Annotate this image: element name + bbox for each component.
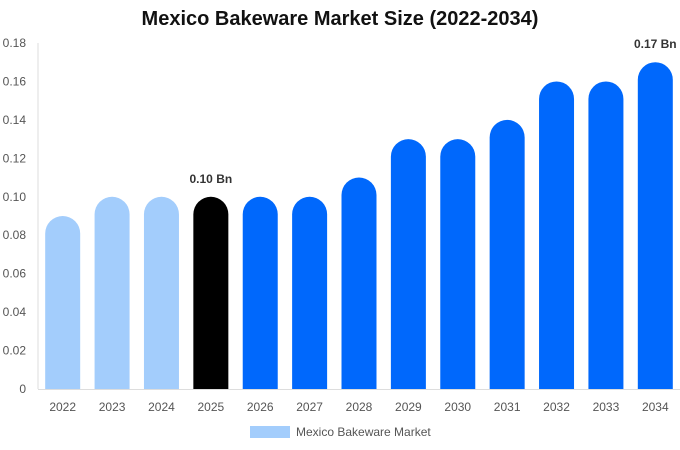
x-tick-label: 2025 [197,400,224,414]
y-tick-label: 0.16 [3,74,27,88]
x-tick-label: 2029 [395,400,422,414]
bar-2034 [637,62,673,389]
x-axis: 2022 2023 2024 2025 2026 2027 2028 2029 2030 2031… [38,389,680,414]
y-tick-label: 0.12 [3,151,27,165]
bars [45,62,673,390]
x-tick-label: 2027 [296,400,323,414]
bar-2029 [390,139,426,389]
legend: Mexico Bakeware Market [250,425,431,439]
bar-2022 [45,216,81,389]
x-tick-label: 2023 [99,400,126,414]
bar-2027 [292,196,328,389]
bar-2033 [588,81,624,389]
x-tick-label: 2024 [148,400,175,414]
data-labels: 0.10 Bn 0.17 Bn [190,37,677,186]
x-tick-label: 2031 [494,400,521,414]
x-tick-label: 2034 [642,400,669,414]
bar-2030 [440,139,476,389]
x-tick-label: 2026 [247,400,274,414]
data-label: 0.10 Bn [190,172,233,186]
bar-2024 [143,196,179,389]
legend-label: Mexico Bakeware Market [296,425,431,439]
y-axis: 0 0.02 0.04 0.06 0.08 0.10 0.12 0.14 0.16 0.18 [3,36,39,396]
y-tick-label: 0.08 [3,228,27,242]
x-tick-label: 2033 [593,400,620,414]
x-tick-label: 2022 [49,400,76,414]
bar-2023 [94,196,130,389]
y-tick-label: 0.02 [3,344,27,358]
bar-2031 [489,119,525,390]
y-tick-label: 0.10 [3,190,27,204]
bar-2025 [193,196,229,389]
y-tick-label: 0.18 [3,36,27,50]
x-tick-label: 2030 [444,400,471,414]
y-tick-label: 0.04 [3,305,27,319]
x-tick-label: 2032 [543,400,570,414]
data-label: 0.17 Bn [634,37,677,51]
bar-2032 [539,81,575,389]
bar-2026 [242,196,278,389]
x-tick-label: 2028 [346,400,373,414]
y-tick-label: 0.14 [3,113,27,127]
y-tick-label: 0 [19,382,26,396]
legend-swatch [250,426,290,438]
chart-title: Mexico Bakeware Market Size (2022-2034) [141,8,539,30]
bar-2028 [341,177,377,389]
y-tick-label: 0.06 [3,267,27,281]
